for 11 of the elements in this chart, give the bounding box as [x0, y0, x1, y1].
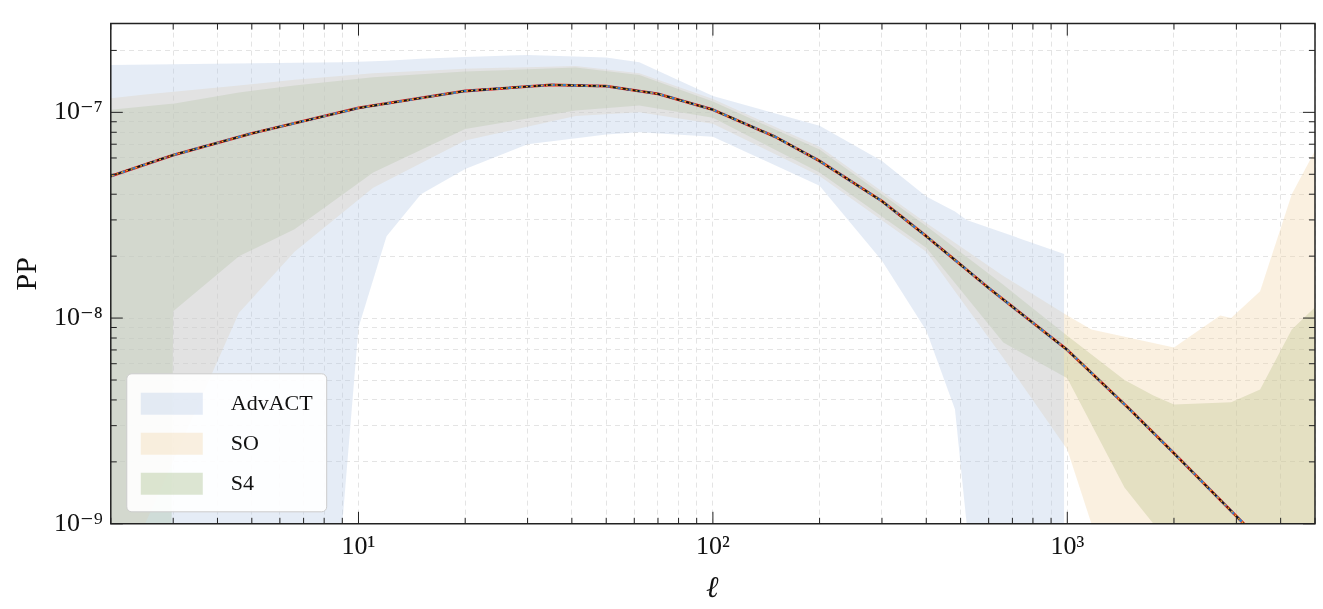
y-tick-label: 10⁻⁷: [53, 96, 103, 126]
y-tick-label: 10⁻⁸: [53, 301, 103, 331]
y-axis-title: PP: [8, 257, 42, 291]
legend-label: S4: [230, 469, 255, 495]
legend-label: AdvACT: [230, 389, 314, 415]
x-tick-label: 10³: [1050, 531, 1085, 561]
x-tick-label: 10¹: [341, 531, 376, 561]
x-tick-label: 10²: [696, 531, 730, 561]
y-tick-label: 10⁻⁹: [53, 507, 103, 537]
legend-label: SO: [230, 429, 259, 455]
x-axis-title: ℓ: [706, 569, 720, 603]
